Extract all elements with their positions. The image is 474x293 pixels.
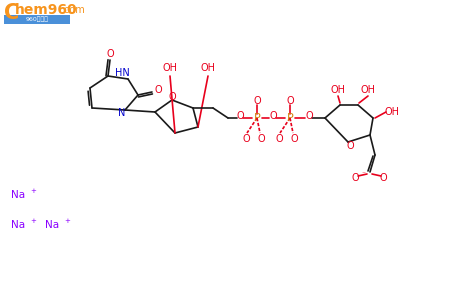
Text: O: O	[305, 111, 313, 121]
Text: O: O	[269, 111, 277, 121]
Text: O: O	[154, 85, 162, 95]
Text: O: O	[236, 111, 244, 121]
Text: OH: OH	[163, 63, 177, 73]
Text: C: C	[4, 3, 19, 23]
Bar	[4, 15, 70, 24]
Text: 960化工网: 960化工网	[26, 17, 48, 22]
Text: O: O	[379, 173, 387, 183]
Text: .com: .com	[61, 5, 85, 15]
Text: O: O	[346, 141, 354, 151]
Text: Na: Na	[11, 220, 25, 230]
Text: OH: OH	[330, 85, 346, 95]
Text: O: O	[290, 134, 298, 144]
Text: O: O	[257, 134, 265, 144]
Text: +: +	[30, 188, 36, 194]
Text: OH: OH	[201, 63, 216, 73]
Text: +: +	[64, 218, 70, 224]
Text: N: N	[118, 108, 126, 118]
Text: ⁻: ⁻	[361, 169, 365, 178]
Text: O: O	[242, 134, 250, 144]
Text: HN: HN	[115, 68, 129, 78]
Text: O: O	[106, 49, 114, 59]
Text: Na: Na	[11, 190, 25, 200]
Text: OH: OH	[384, 107, 400, 117]
Text: O: O	[168, 92, 176, 102]
Text: +: +	[30, 218, 36, 224]
Text: O: O	[275, 134, 283, 144]
Text: P: P	[254, 113, 260, 123]
Text: O: O	[253, 96, 261, 106]
Text: OH: OH	[361, 85, 375, 95]
Text: P: P	[287, 113, 293, 123]
Text: Na: Na	[45, 220, 59, 230]
Text: hem960: hem960	[15, 3, 78, 17]
Text: O: O	[286, 96, 294, 106]
Text: O: O	[351, 173, 359, 183]
